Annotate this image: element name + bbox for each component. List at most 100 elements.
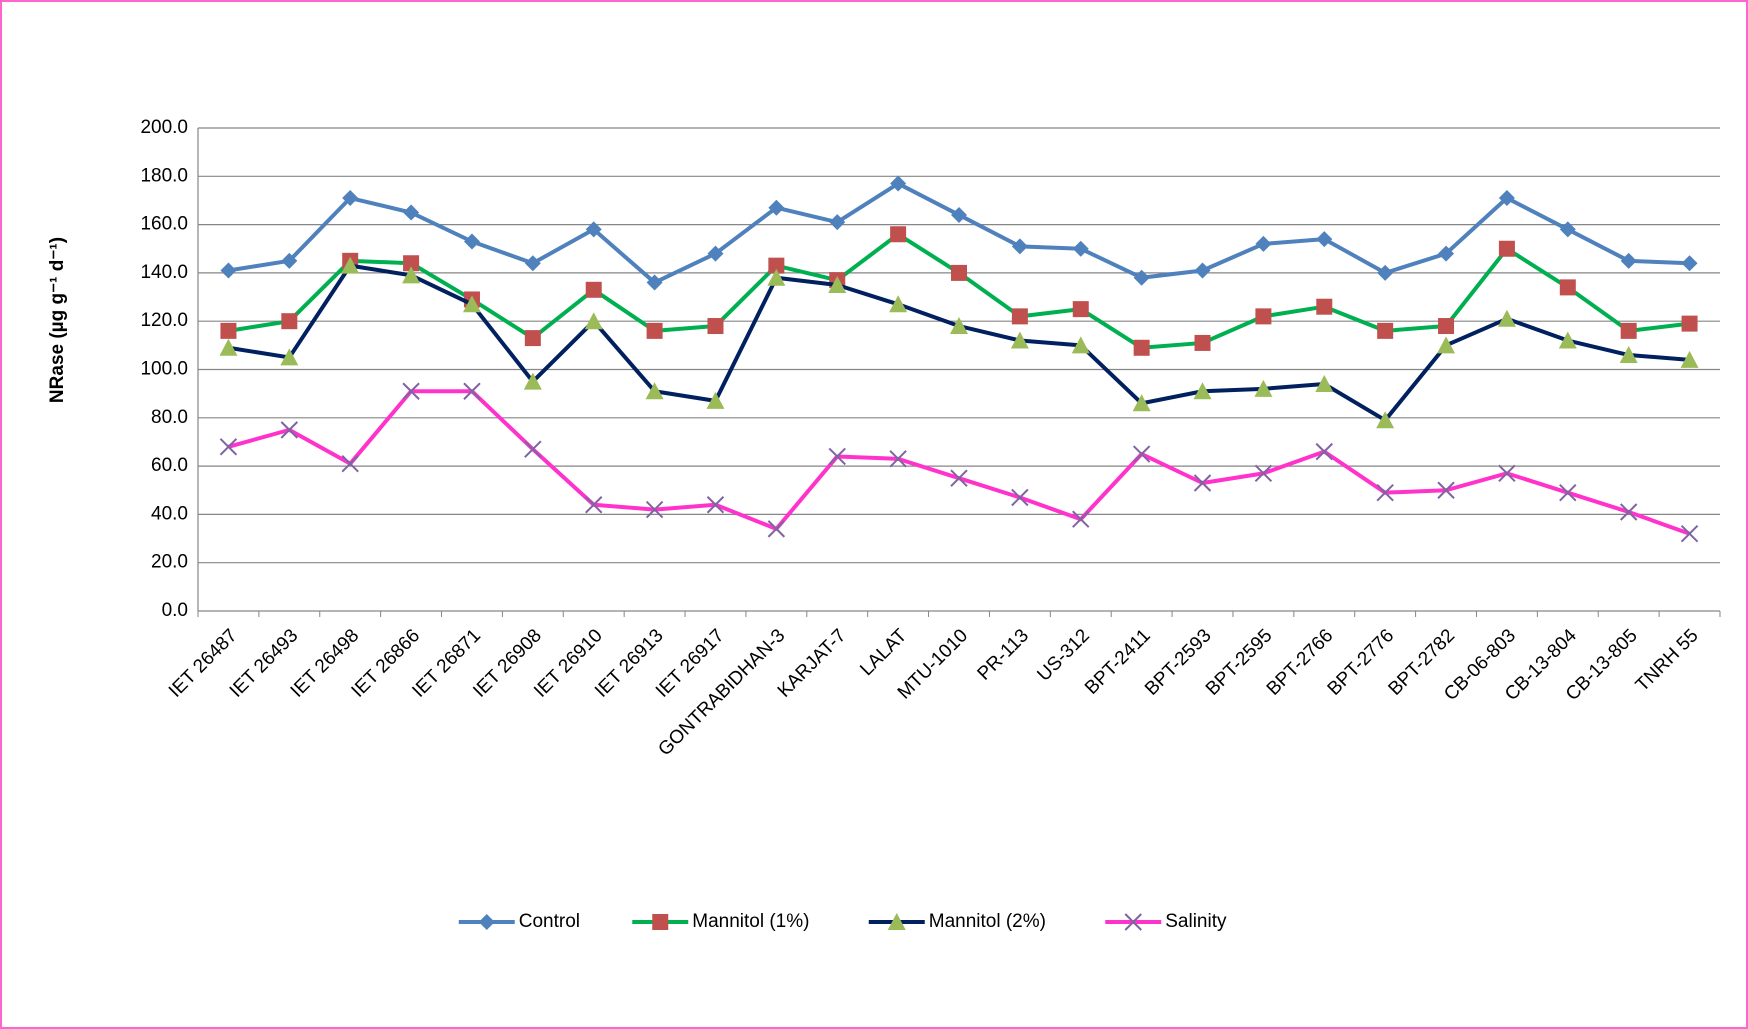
- marker: [1559, 221, 1576, 238]
- legend-marker: [652, 914, 669, 930]
- marker: [767, 268, 786, 286]
- marker: [706, 391, 725, 409]
- marker: [1559, 279, 1576, 296]
- y-tick-label: 80.0: [151, 407, 188, 428]
- marker: [889, 450, 907, 468]
- marker: [219, 438, 238, 456]
- marker: [1254, 379, 1273, 397]
- marker: [1194, 262, 1211, 279]
- marker: [1619, 346, 1638, 364]
- marker: [646, 274, 663, 291]
- marker: [1072, 240, 1089, 257]
- marker: [768, 257, 785, 274]
- marker: [341, 454, 359, 473]
- marker: [402, 266, 421, 284]
- marker: [1558, 331, 1577, 349]
- y-tick-label: 100.0: [140, 359, 188, 380]
- marker: [1559, 483, 1577, 502]
- marker: [1376, 483, 1394, 502]
- marker: [1072, 301, 1089, 318]
- marker: [1438, 245, 1455, 262]
- marker: [281, 313, 298, 330]
- y-tick-label: 120.0: [140, 310, 188, 331]
- marker: [1437, 336, 1456, 354]
- marker: [1680, 350, 1699, 368]
- legend-label: Control: [519, 911, 580, 932]
- marker: [950, 469, 968, 487]
- marker: [524, 330, 541, 347]
- marker: [829, 214, 846, 231]
- marker: [463, 233, 480, 250]
- marker: [1681, 255, 1698, 272]
- marker: [341, 256, 360, 274]
- y-tick-label: 40.0: [151, 503, 188, 524]
- y-tick-label: 60.0: [151, 455, 188, 476]
- marker: [220, 322, 237, 339]
- marker: [1681, 315, 1698, 332]
- marker: [584, 312, 603, 330]
- marker: [1437, 481, 1455, 499]
- marker: [828, 447, 846, 466]
- marker: [1255, 235, 1272, 252]
- marker: [1316, 231, 1333, 248]
- marker: [585, 281, 602, 298]
- marker: [1377, 322, 1394, 339]
- marker: [1072, 510, 1090, 528]
- marker: [280, 348, 299, 366]
- marker: [402, 382, 420, 400]
- marker: [1193, 382, 1212, 400]
- marker: [1620, 322, 1637, 339]
- marker: [463, 382, 481, 400]
- marker: [1498, 240, 1515, 257]
- marker: [890, 175, 907, 192]
- legend-label: Mannitol (1%): [692, 911, 809, 932]
- marker: [889, 295, 908, 313]
- marker: [828, 275, 847, 293]
- marker: [280, 421, 299, 439]
- marker: [767, 520, 786, 538]
- marker: [524, 440, 542, 458]
- marker: [890, 226, 907, 243]
- marker: [707, 318, 724, 335]
- marker: [645, 500, 664, 519]
- y-tick-label: 200.0: [140, 117, 188, 138]
- marker: [1438, 318, 1455, 335]
- marker: [403, 204, 420, 221]
- y-tick-label: 20.0: [151, 552, 188, 573]
- y-tick-label: 140.0: [140, 262, 188, 283]
- marker: [951, 264, 967, 281]
- marker: [1193, 474, 1212, 492]
- marker: [1376, 411, 1395, 429]
- legend-marker: [1124, 913, 1142, 931]
- y-tick-label: 0.0: [162, 600, 188, 621]
- marker: [951, 206, 967, 223]
- marker: [462, 295, 481, 313]
- legend-marker: [478, 914, 495, 930]
- marker: [1011, 238, 1028, 255]
- legend-label: Mannitol (2%): [929, 911, 1046, 932]
- y-tick-label: 180.0: [140, 165, 188, 186]
- marker: [403, 255, 420, 272]
- marker: [1377, 264, 1394, 281]
- marker: [1011, 308, 1028, 325]
- marker: [342, 190, 359, 207]
- marker: [768, 199, 785, 216]
- marker: [646, 322, 663, 339]
- marker: [1011, 488, 1029, 507]
- marker: [950, 317, 968, 335]
- marker: [706, 496, 725, 514]
- marker: [1254, 464, 1273, 483]
- marker: [1497, 309, 1516, 327]
- marker: [585, 221, 602, 238]
- marker: [645, 382, 664, 400]
- marker: [219, 338, 238, 356]
- marker: [585, 496, 603, 514]
- marker: [1619, 503, 1638, 521]
- legend-label: Salinity: [1165, 911, 1227, 932]
- marker: [1315, 442, 1333, 461]
- marker: [1498, 190, 1515, 207]
- marker: [1133, 269, 1150, 286]
- marker: [1194, 334, 1211, 351]
- marker: [1071, 336, 1090, 354]
